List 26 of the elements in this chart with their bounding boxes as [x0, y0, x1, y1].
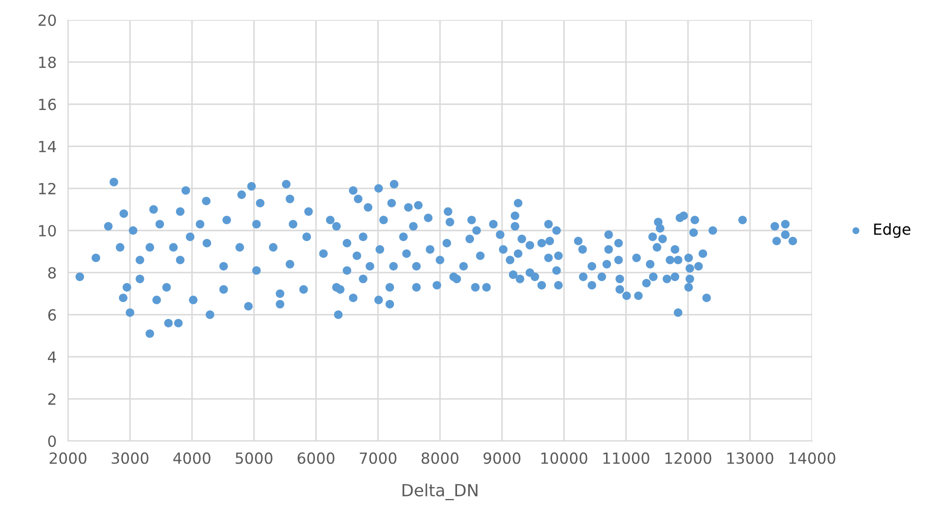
x-tick-label: 9000: [484, 452, 520, 464]
x-tick-label: 2000: [50, 452, 86, 464]
x-axis-title: Delta_DN: [402, 484, 478, 500]
y-tick-label: 12: [39, 182, 56, 194]
y-tick-label: 18: [39, 56, 56, 68]
x-tick-label: 7000: [360, 452, 396, 464]
x-tick-label: 3000: [112, 452, 148, 464]
y-tick-label: 20: [38, 14, 56, 26]
y-tick-label: 14: [39, 140, 56, 152]
x-tick-label: 11000: [603, 452, 650, 464]
y-tick-label: 2: [48, 393, 56, 405]
x-tick-label: 10000: [541, 452, 588, 464]
x-tick-label: 12000: [665, 452, 712, 464]
x-tick-label: 4000: [173, 452, 210, 464]
x-tick-label: 6000: [298, 452, 334, 464]
x-tick-label: 5000: [236, 452, 272, 464]
y-tick-label: 16: [39, 98, 56, 110]
y-tick-label: 8: [48, 267, 56, 279]
x-tick-label: 13000: [727, 452, 774, 464]
legend-label: Edge: [874, 223, 910, 238]
y-tick-label: 4: [48, 351, 56, 363]
y-tick-label: 6: [48, 309, 56, 321]
y-tick-label: 0: [48, 435, 56, 448]
y-tick-label: 10: [39, 224, 56, 237]
x-tick-label: 14000: [789, 452, 836, 464]
x-tick-label: 8000: [422, 452, 458, 464]
